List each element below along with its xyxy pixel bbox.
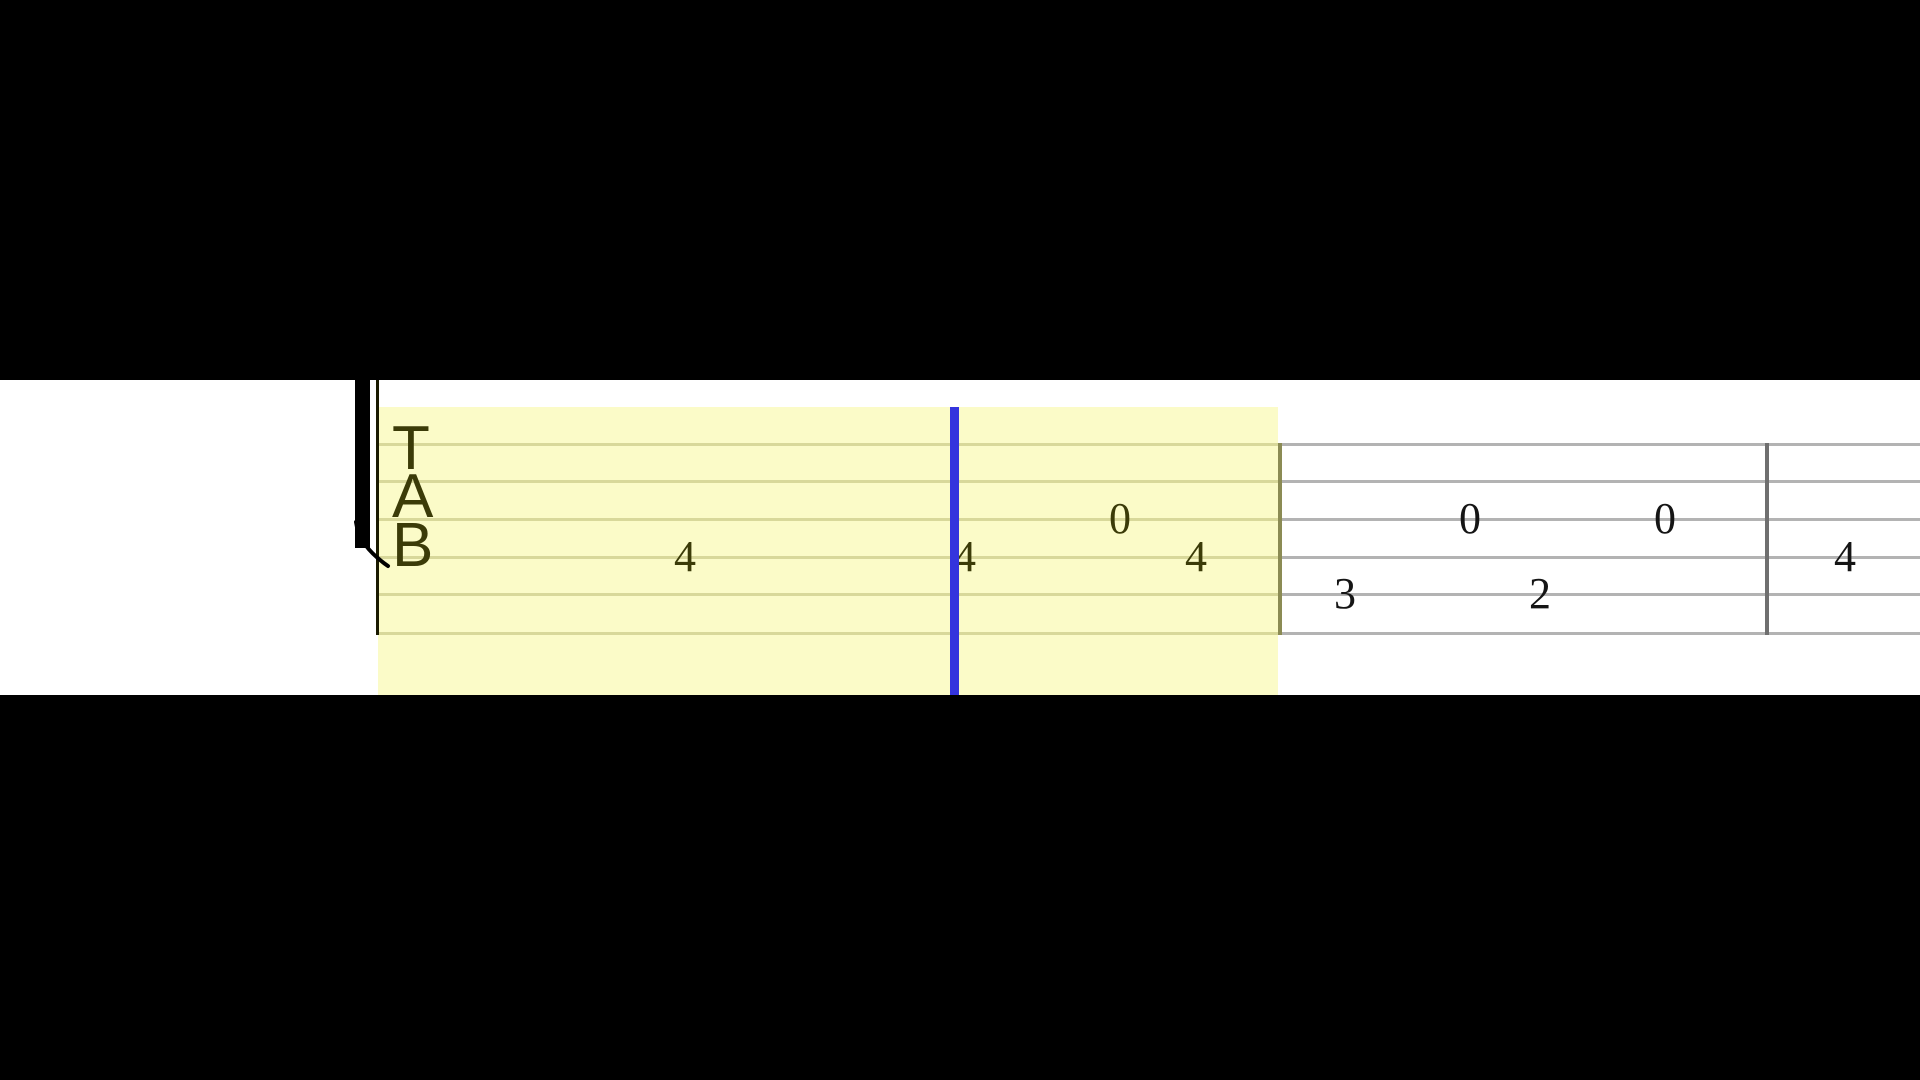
staff-line-highlighted-string-3 xyxy=(378,518,1278,521)
fret-number[interactable]: 0 xyxy=(1448,497,1492,541)
letterbox-top xyxy=(0,0,1920,380)
fret-number[interactable]: 4 xyxy=(1174,535,1218,579)
fret-number[interactable]: 0 xyxy=(1098,497,1142,541)
opening-barline xyxy=(355,380,370,548)
fret-number[interactable]: 0 xyxy=(1643,497,1687,541)
fret-number[interactable]: 4 xyxy=(943,535,987,579)
staff-line-highlighted-string-1 xyxy=(378,443,1278,446)
barline-measure-2-end[interactable] xyxy=(1765,443,1769,635)
letterbox-bottom xyxy=(0,695,1920,1080)
barline-measure-1-end[interactable] xyxy=(1278,443,1282,635)
tab-clef: T A B xyxy=(392,414,434,580)
tab-clef-letter-a: A xyxy=(392,462,434,532)
fret-number[interactable]: 3 xyxy=(1323,572,1367,616)
staff-line-highlighted-string-5 xyxy=(378,593,1278,596)
fret-number[interactable]: 4 xyxy=(1823,535,1867,579)
fret-number[interactable]: 2 xyxy=(1518,572,1562,616)
opening-thin-barline xyxy=(376,380,379,635)
tab-clef-letter-t: T xyxy=(392,414,430,483)
tab-clef-letter-b: B xyxy=(392,510,434,580)
staff-line-highlighted-string-4 xyxy=(378,556,1278,559)
fret-number[interactable]: 4 xyxy=(663,535,707,579)
selection-highlight[interactable] xyxy=(378,407,1278,695)
staff-line-highlighted-string-2 xyxy=(378,480,1278,483)
tab-staff-system xyxy=(0,380,1920,695)
brace-hook-icon xyxy=(354,520,390,568)
staff-line-highlighted-string-6 xyxy=(378,632,1278,635)
playback-cursor[interactable] xyxy=(950,407,959,695)
